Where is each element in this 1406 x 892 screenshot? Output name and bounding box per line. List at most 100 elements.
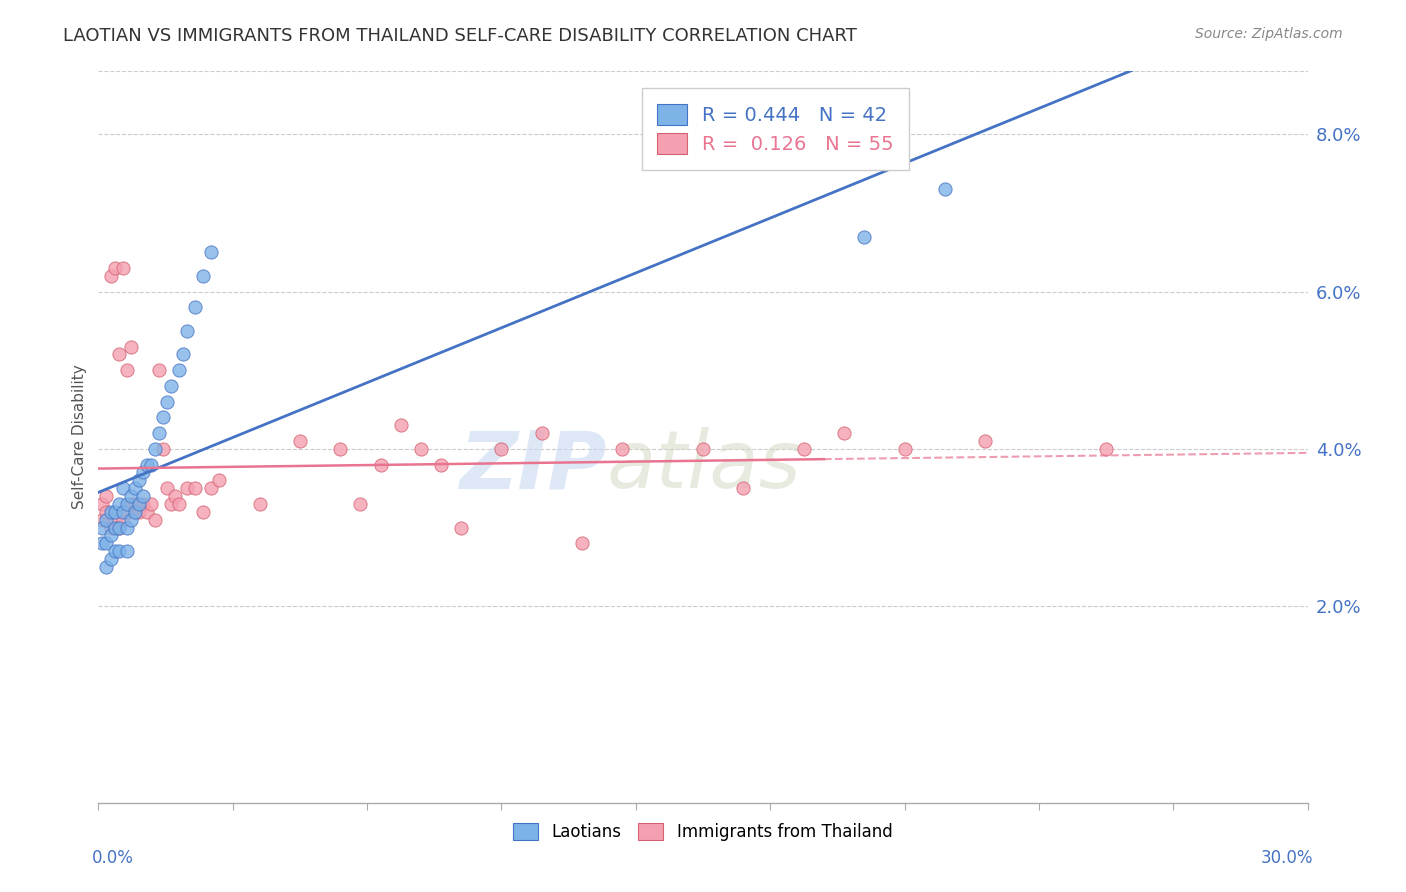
Point	[100, 520, 122, 534]
Point	[111, 513, 134, 527]
Point	[160, 379, 183, 393]
Point	[1095, 442, 1118, 456]
Point	[96, 505, 118, 519]
Point	[132, 466, 155, 480]
Point	[156, 394, 179, 409]
Point	[167, 363, 190, 377]
Point	[450, 520, 472, 534]
Point	[107, 544, 129, 558]
Point	[91, 520, 114, 534]
Point	[107, 497, 129, 511]
Point	[111, 481, 134, 495]
Point	[103, 505, 125, 519]
Point	[107, 520, 129, 534]
Point	[115, 520, 138, 534]
Point	[156, 481, 179, 495]
Point	[193, 268, 215, 283]
Point	[96, 489, 118, 503]
Point	[100, 268, 122, 283]
Point	[100, 552, 122, 566]
Point	[111, 505, 134, 519]
Point	[200, 245, 222, 260]
Point	[115, 497, 138, 511]
Point	[100, 528, 122, 542]
Point	[91, 536, 114, 550]
Point	[128, 505, 150, 519]
Text: Source: ZipAtlas.com: Source: ZipAtlas.com	[1195, 27, 1343, 41]
Point	[172, 347, 194, 361]
Point	[409, 442, 432, 456]
Point	[491, 442, 513, 456]
Point	[167, 497, 190, 511]
Point	[132, 497, 155, 511]
Point	[124, 481, 146, 495]
Point	[200, 481, 222, 495]
Point	[103, 520, 125, 534]
Point	[692, 442, 714, 456]
Point	[135, 458, 157, 472]
Text: atlas: atlas	[606, 427, 801, 506]
Point	[184, 301, 207, 315]
Point	[120, 497, 142, 511]
Point	[530, 426, 553, 441]
Point	[143, 513, 166, 527]
Text: ZIP: ZIP	[458, 427, 606, 506]
Point	[120, 489, 142, 503]
Point	[974, 434, 997, 448]
Point	[132, 489, 155, 503]
Point	[96, 513, 118, 527]
Point	[91, 513, 114, 527]
Point	[115, 363, 138, 377]
Point	[115, 505, 138, 519]
Point	[571, 536, 593, 550]
Point	[120, 513, 142, 527]
Point	[135, 505, 157, 519]
Point	[370, 458, 392, 472]
Point	[176, 324, 198, 338]
Point	[193, 505, 215, 519]
Point	[91, 497, 114, 511]
Point	[139, 458, 162, 472]
Point	[128, 473, 150, 487]
Point	[124, 497, 146, 511]
Point	[120, 340, 142, 354]
Point	[124, 505, 146, 519]
Point	[103, 260, 125, 275]
Point	[103, 513, 125, 527]
Point	[389, 418, 412, 433]
Point	[160, 497, 183, 511]
Point	[853, 229, 876, 244]
Point	[349, 497, 371, 511]
Point	[148, 363, 170, 377]
Point	[96, 559, 118, 574]
Y-axis label: Self-Care Disability: Self-Care Disability	[72, 365, 87, 509]
Point	[163, 489, 186, 503]
Point	[139, 497, 162, 511]
Text: 0.0%: 0.0%	[93, 848, 134, 867]
Point	[124, 505, 146, 519]
Point	[249, 497, 271, 511]
Point	[128, 497, 150, 511]
Point	[184, 481, 207, 495]
Point	[107, 520, 129, 534]
Point	[176, 481, 198, 495]
Point	[111, 260, 134, 275]
Point	[733, 481, 755, 495]
Point	[115, 544, 138, 558]
Point	[128, 497, 150, 511]
Point	[208, 473, 231, 487]
Point	[107, 347, 129, 361]
Text: LAOTIAN VS IMMIGRANTS FROM THAILAND SELF-CARE DISABILITY CORRELATION CHART: LAOTIAN VS IMMIGRANTS FROM THAILAND SELF…	[63, 27, 858, 45]
Legend: Laotians, Immigrants from Thailand: Laotians, Immigrants from Thailand	[505, 814, 901, 849]
Point	[152, 410, 174, 425]
Point	[832, 426, 855, 441]
Point	[148, 426, 170, 441]
Point	[152, 442, 174, 456]
Point	[329, 442, 352, 456]
Point	[103, 544, 125, 558]
Point	[612, 442, 634, 456]
Point	[793, 442, 815, 456]
Point	[143, 442, 166, 456]
Point	[893, 442, 915, 456]
Text: 30.0%: 30.0%	[1261, 848, 1313, 867]
